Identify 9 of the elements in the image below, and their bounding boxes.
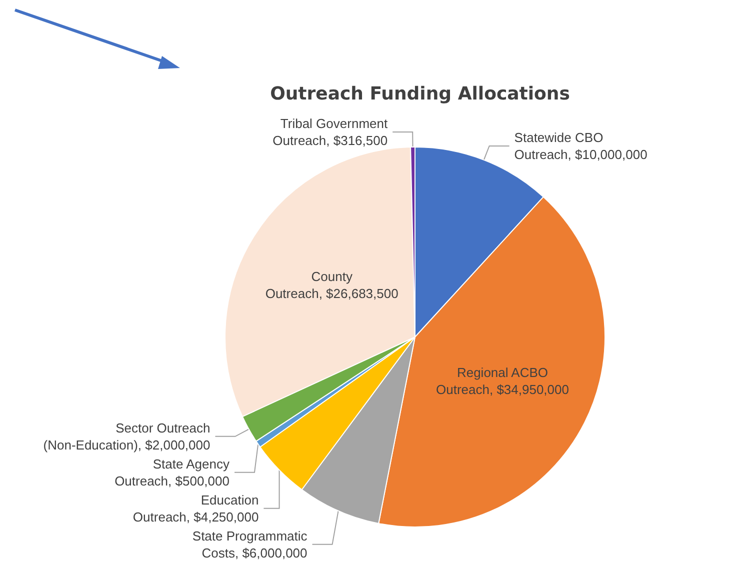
slice-label: Tribal Government Outreach, $316,500 [272, 116, 388, 148]
slice-label: Sector Outreach (Non-Education), $2,000,000 [43, 420, 210, 452]
chart-title: Outreach Funding Allocations [270, 84, 570, 104]
slice-label: Regional ACBO Outreach, $34,950,000 [436, 365, 569, 398]
slice-label: Statewide CBO Outreach, $10,000,000 [514, 130, 648, 162]
slice-label: State Agency Outreach, $500,000 [114, 456, 230, 488]
slice-label: Education Outreach, $4,250,000 [132, 492, 259, 524]
slice-label: County Outreach, $26,683,500 [265, 269, 398, 302]
slice-label: State Programmatic Costs, $6,000,000 [192, 528, 308, 560]
